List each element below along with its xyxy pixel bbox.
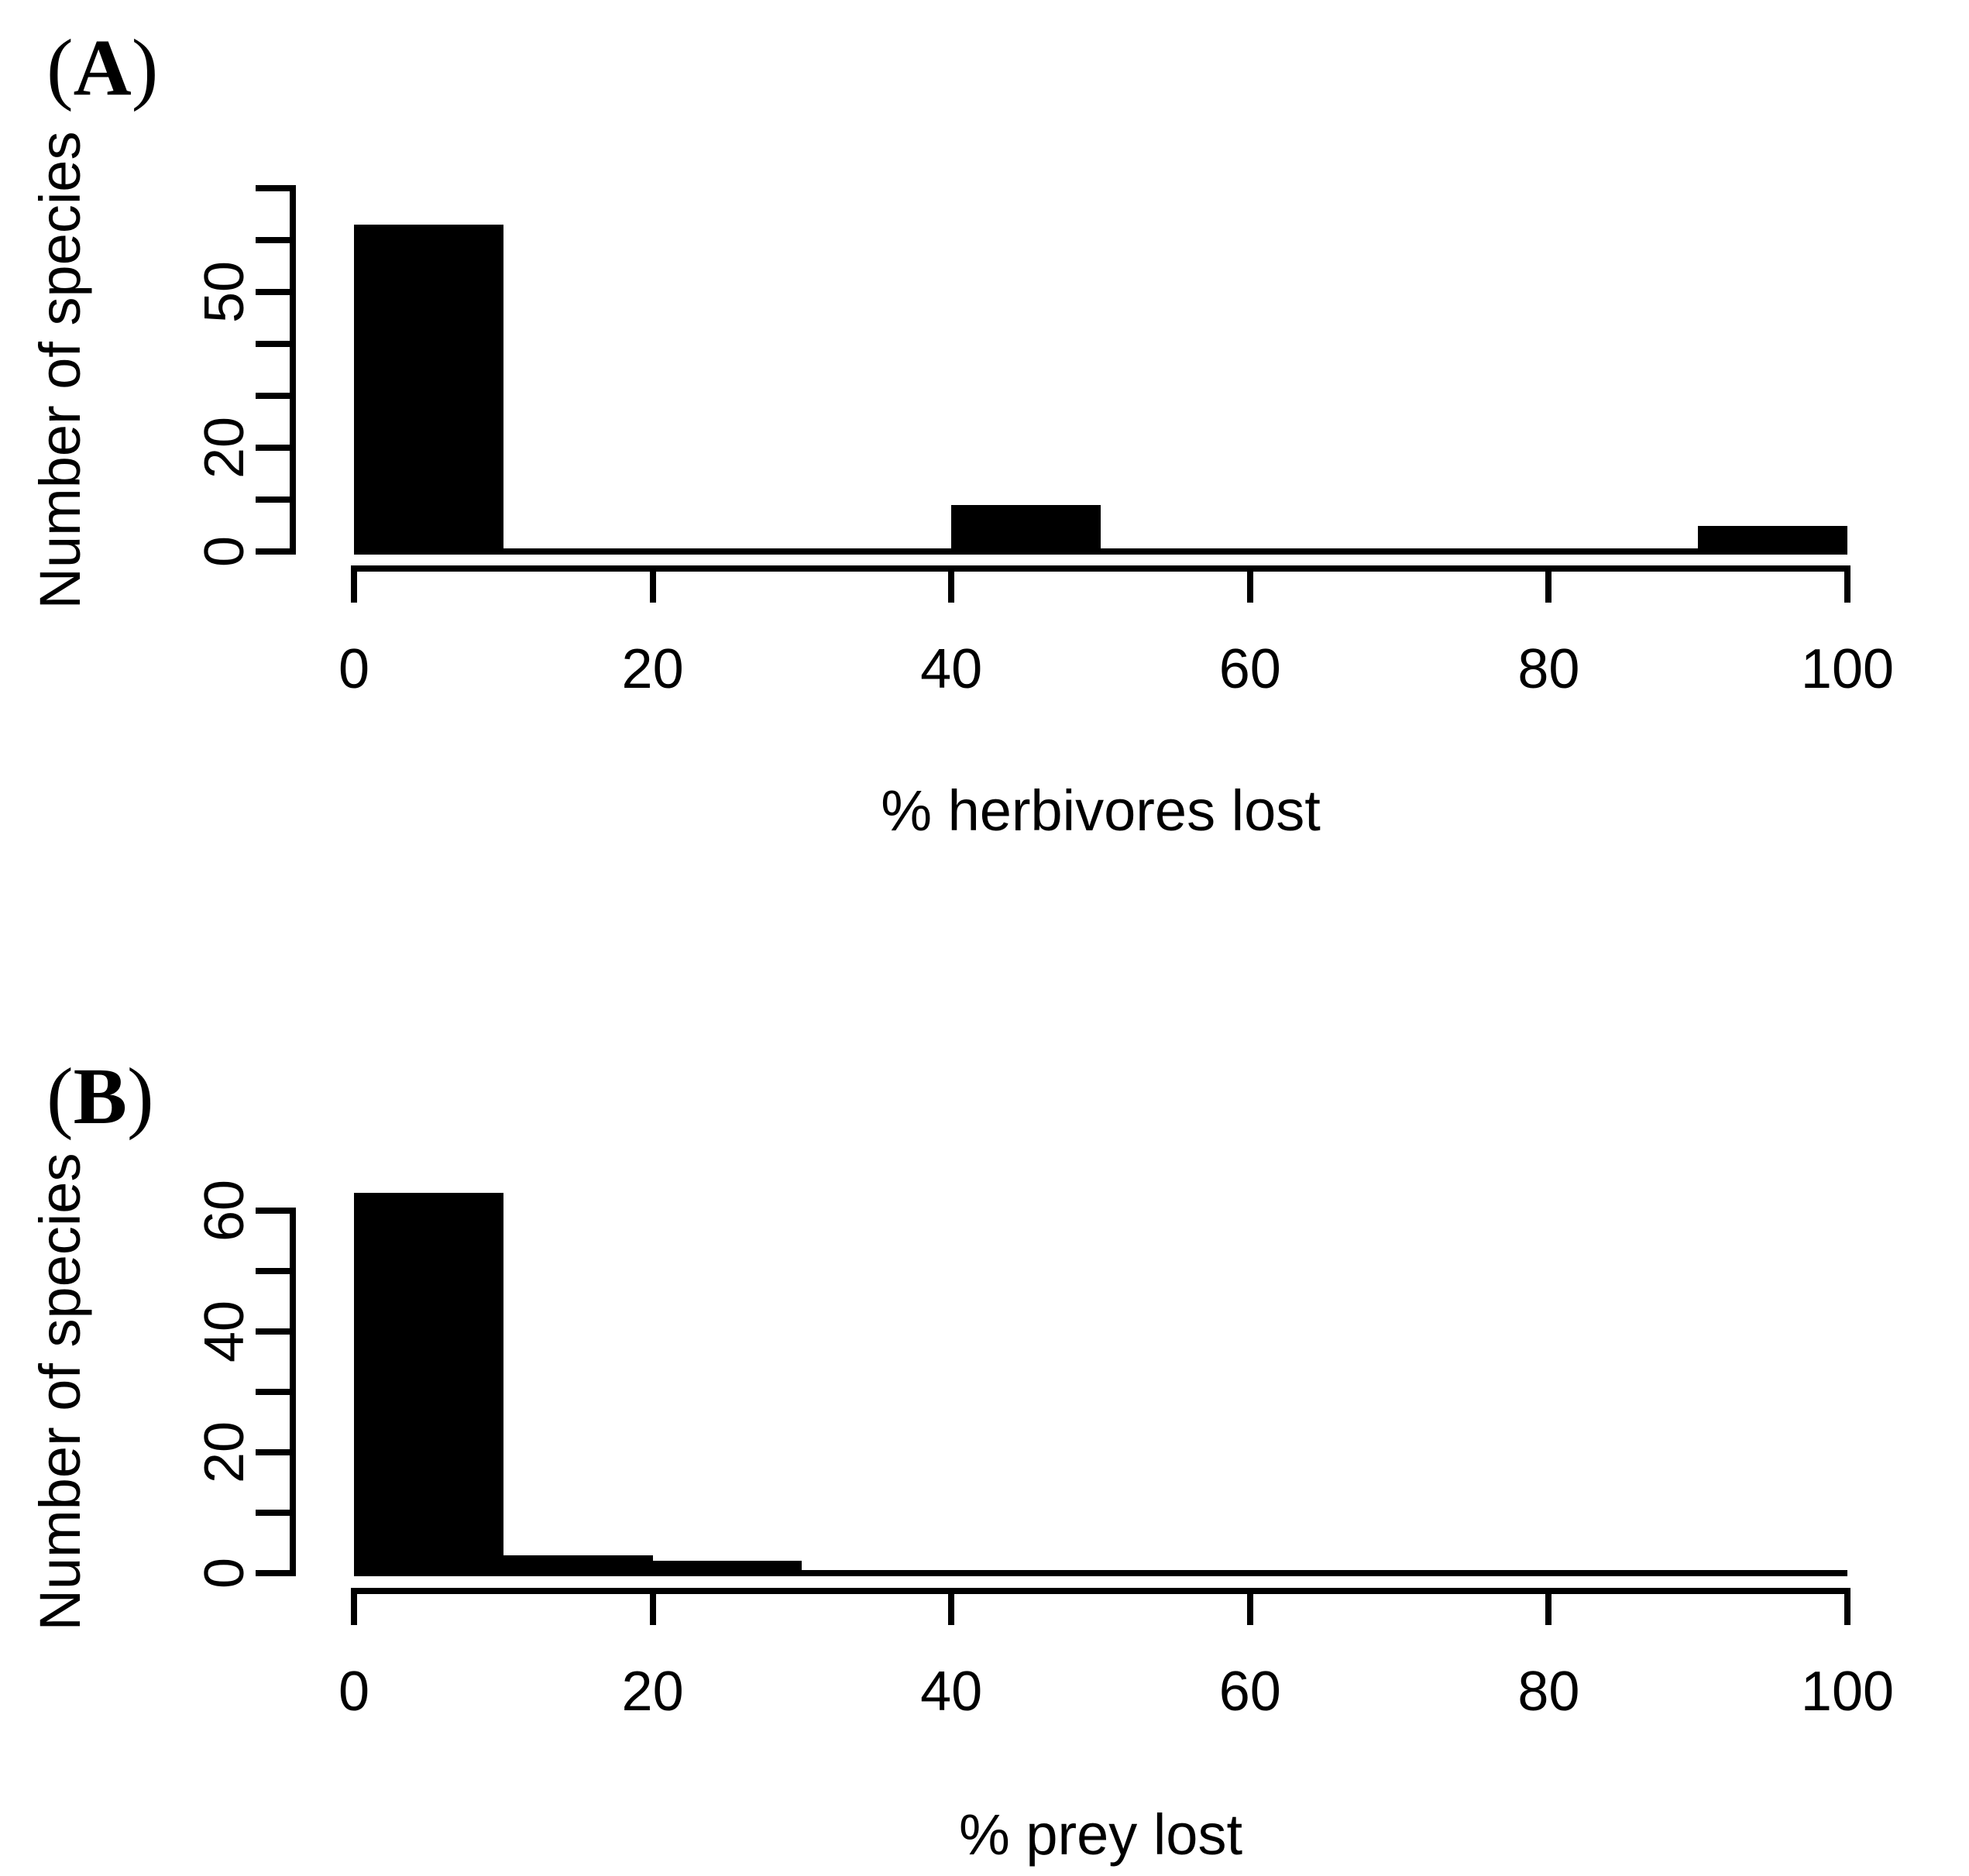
x-tick-label-a: 20 — [621, 638, 684, 700]
x-axis-title-b: % prey lost — [958, 1802, 1243, 1867]
x-axis-line-b — [351, 1588, 1850, 1594]
x-tick-label-b: 20 — [621, 1661, 684, 1723]
x-axis-line-a — [351, 565, 1850, 572]
x-tick-label-b: 80 — [1517, 1661, 1580, 1723]
x-tick-label-b: 0 — [338, 1661, 370, 1723]
y-tick-mark-a — [256, 341, 290, 347]
y-tick-mark-b — [256, 1328, 290, 1335]
x-tick-mark-a — [1246, 569, 1253, 603]
y-tick-mark-b — [256, 1510, 290, 1516]
x-tick-label-a: 100 — [1800, 638, 1895, 700]
y-tick-mark-a — [256, 237, 290, 243]
histogram-baseline-a — [354, 548, 1847, 555]
x-tick-label-a: 0 — [338, 638, 370, 700]
histogram-bar-b — [354, 1192, 503, 1576]
y-tick-mark-a — [256, 289, 290, 295]
x-tick-mark-a — [1545, 569, 1552, 603]
x-tick-mark-a — [649, 569, 656, 603]
y-tick-label-b: 20 — [194, 1421, 256, 1484]
x-tick-mark-b — [1844, 1591, 1850, 1625]
histogram-baseline-b — [354, 1570, 1847, 1576]
panel-letter-b: B — [73, 1052, 128, 1141]
y-tick-mark-a — [256, 185, 290, 191]
x-tick-label-a: 40 — [920, 638, 983, 700]
y-tick-mark-a — [256, 496, 290, 503]
y-tick-mark-b — [256, 1570, 290, 1576]
x-axis-title-a: % herbivores lost — [881, 778, 1321, 843]
x-tick-mark-b — [351, 1591, 357, 1625]
y-tick-mark-b — [256, 1268, 290, 1274]
x-tick-mark-b — [948, 1591, 955, 1625]
y-tick-mark-a — [256, 445, 290, 451]
y-axis-line-b — [290, 1208, 296, 1576]
x-tick-label-a: 80 — [1517, 638, 1580, 700]
histogram-bar-a — [951, 504, 1101, 555]
x-tick-mark-a — [948, 569, 955, 603]
x-tick-label-b: 40 — [920, 1661, 983, 1723]
y-tick-mark-b — [256, 1389, 290, 1395]
panel-letter-a: A — [73, 23, 132, 112]
x-tick-label-a: 60 — [1218, 638, 1281, 700]
y-axis-title-b: Number of species — [28, 1153, 92, 1631]
x-tick-mark-b — [1246, 1591, 1253, 1625]
y-tick-mark-a — [256, 548, 290, 555]
panel-label-a: (A) — [46, 23, 159, 112]
y-axis-line-a — [290, 185, 296, 555]
histogram-bar-a — [354, 224, 503, 555]
panel-label-b: (B) — [46, 1052, 154, 1141]
x-tick-mark-a — [1844, 569, 1850, 603]
y-tick-mark-b — [256, 1449, 290, 1455]
y-tick-label-b: 60 — [194, 1179, 256, 1242]
x-tick-mark-b — [649, 1591, 656, 1625]
x-tick-label-b: 100 — [1800, 1661, 1895, 1723]
y-tick-mark-a — [256, 393, 290, 399]
x-tick-label-b: 60 — [1218, 1661, 1281, 1723]
y-tick-label-b: 0 — [194, 1557, 256, 1589]
x-tick-mark-a — [351, 569, 357, 603]
y-tick-mark-b — [256, 1208, 290, 1214]
x-tick-mark-b — [1545, 1591, 1552, 1625]
y-tick-label-b: 40 — [194, 1300, 256, 1363]
